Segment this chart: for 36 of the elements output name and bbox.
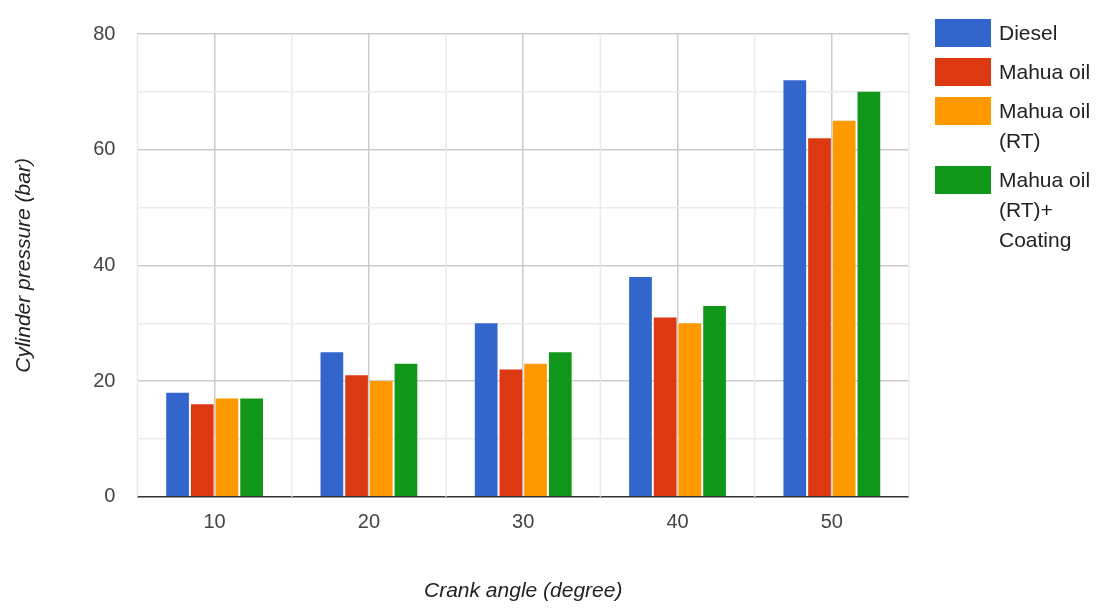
bar — [808, 138, 831, 497]
bar — [474, 323, 498, 497]
bar — [345, 375, 368, 497]
y-tick-label: 60 — [93, 137, 116, 160]
bar — [499, 369, 523, 497]
bar — [857, 91, 881, 497]
bar — [524, 363, 547, 497]
bar — [190, 404, 214, 497]
bar — [215, 398, 239, 497]
x-tick-label: 20 — [357, 510, 381, 533]
y-tick-label: 20 — [93, 368, 116, 391]
x-tick-label: 40 — [666, 510, 689, 533]
bar — [369, 381, 393, 497]
legend-label: Mahua oil (RT) — [999, 98, 1092, 154]
bar — [548, 352, 572, 497]
bar — [653, 317, 677, 497]
y-tick-label: 80 — [93, 21, 116, 44]
bar — [629, 276, 652, 497]
bar — [832, 120, 856, 497]
y-tick-label: 40 — [93, 252, 116, 275]
x-axis-title: Crank angle (degree) — [424, 578, 623, 602]
bar — [240, 398, 263, 497]
bar — [703, 305, 726, 497]
x-tick-label: 50 — [820, 510, 843, 533]
bar — [166, 392, 189, 497]
x-tick-label: 10 — [203, 510, 226, 533]
legend-label: Diesel — [999, 20, 1058, 46]
bar — [783, 80, 807, 497]
legend-label: Mahua oil — [999, 59, 1091, 85]
y-axis-title: Cylinder pressure (bar) — [11, 158, 35, 373]
bar — [394, 363, 418, 497]
bar — [320, 352, 344, 497]
y-tick-label: 0 — [104, 484, 116, 507]
x-tick-label: 30 — [512, 510, 535, 533]
legend-label: Mahua oil (RT)+ Coating — [999, 167, 1092, 253]
bar — [678, 323, 702, 497]
